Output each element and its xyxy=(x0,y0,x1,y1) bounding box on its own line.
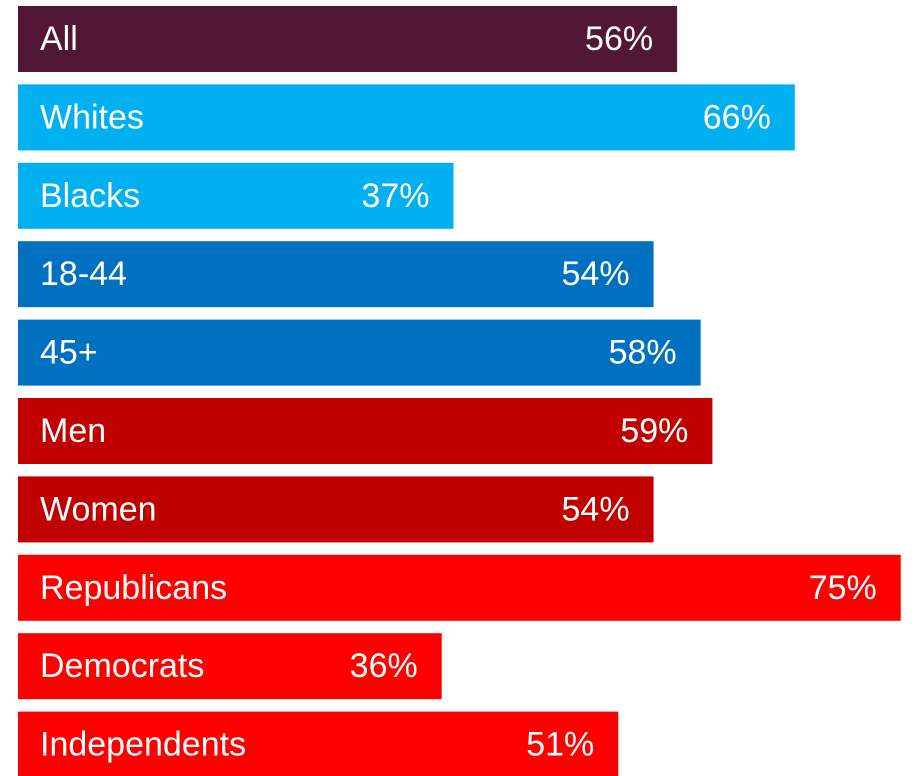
bar-group-blacks: Blacks 37% xyxy=(18,162,454,229)
value-label-independents: 51% xyxy=(526,726,594,764)
value-label-all: 56% xyxy=(585,20,653,58)
value-label-men: 59% xyxy=(620,412,688,450)
category-label-democrats: Democrats xyxy=(40,647,204,685)
bar-group-democrats: Democrats 36% xyxy=(18,633,442,700)
bar-group-45: 45+ 58% xyxy=(18,319,701,386)
bar-group-all: All 56% xyxy=(18,6,678,72)
bar-whites xyxy=(18,84,795,151)
bar-45 xyxy=(18,319,701,386)
category-label-all: All xyxy=(40,20,78,58)
value-label-republicans: 75% xyxy=(809,569,877,607)
bar-group-independents: Independents 51% xyxy=(18,711,619,776)
value-label-blacks: 37% xyxy=(361,177,429,215)
value-label-45: 58% xyxy=(609,334,677,372)
bar-republicans xyxy=(18,554,901,621)
bar-women xyxy=(18,476,654,543)
bar-group-men: Men 59% xyxy=(18,398,713,464)
category-label-republicans: Republicans xyxy=(40,569,227,607)
bar-democrats xyxy=(18,633,442,700)
bar-blacks xyxy=(18,162,454,229)
value-label-democrats: 36% xyxy=(350,647,418,685)
bar-group-women: Women 54% xyxy=(18,476,654,543)
bar-all xyxy=(18,6,678,72)
bar-group-republicans: Republicans 75% xyxy=(18,554,901,621)
bar-men xyxy=(18,398,713,464)
category-label-women: Women xyxy=(40,490,157,528)
value-label-women: 54% xyxy=(562,490,630,528)
category-label-blacks: Blacks xyxy=(40,177,140,215)
bar-independents xyxy=(18,711,619,776)
bar-group-whites: Whites 66% xyxy=(18,84,795,151)
category-label-independents: Independents xyxy=(40,726,246,764)
category-label-whites: Whites xyxy=(40,98,144,136)
category-label-45: 45+ xyxy=(40,334,98,372)
bar-group-18-44: 18-44 54% xyxy=(18,241,654,308)
value-label-18-44: 54% xyxy=(562,255,630,293)
category-label-men: Men xyxy=(40,412,106,450)
value-label-whites: 66% xyxy=(703,98,771,136)
category-label-18-44: 18-44 xyxy=(40,255,127,293)
bar-18-44 xyxy=(18,241,654,308)
